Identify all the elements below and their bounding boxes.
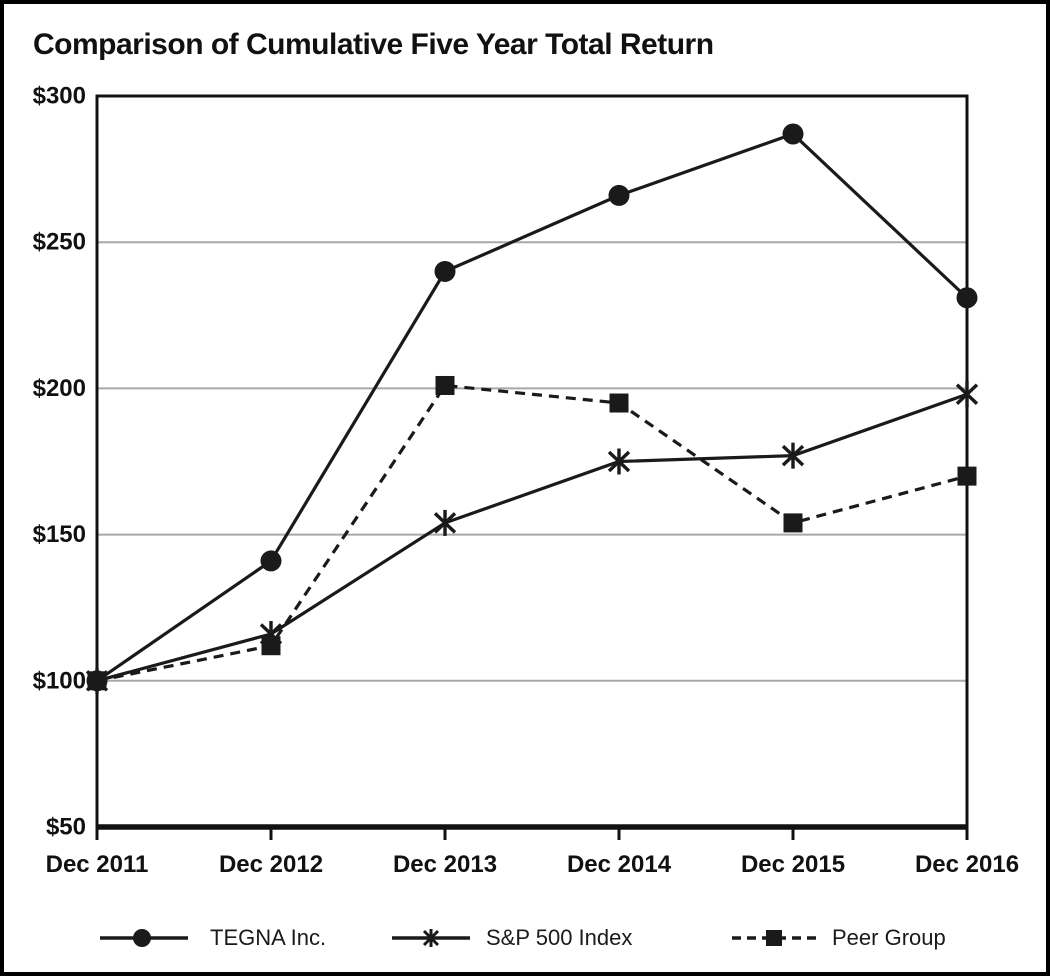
chart-title: Comparison of Cumulative Five Year Total…	[33, 28, 714, 61]
plot-border	[95, 94, 969, 829]
y-tick-label: $200	[33, 375, 86, 402]
legend-item-sp500: S&P 500 Index	[392, 920, 632, 956]
y-tick-label: $50	[46, 814, 86, 841]
legend-item-peer: Peer Group	[732, 920, 946, 956]
x-tick-label: Dec 2014	[567, 851, 672, 878]
data-point-square	[609, 393, 629, 413]
series-line-1	[96, 392, 968, 683]
x-tick-label: Dec 2012	[219, 851, 323, 878]
data-point-circle	[608, 184, 630, 206]
y-tick-label: $300	[33, 83, 86, 110]
series-line-2	[96, 383, 968, 683]
x-tick-label: Dec 2013	[393, 851, 497, 878]
data-point-square	[783, 513, 803, 533]
legend-item-tegna: TEGNA Inc.	[100, 920, 326, 956]
y-tick-label: $150	[33, 521, 86, 548]
series-line-0	[96, 132, 969, 683]
legend-label-peer: Peer Group	[832, 925, 946, 950]
x-tick-label: Dec 2015	[741, 851, 845, 878]
data-point-circle	[956, 287, 978, 309]
data-point-asterisk	[955, 381, 979, 408]
data-point-asterisk	[781, 442, 805, 469]
chart-legend: TEGNA Inc. S&P 500 Index Peer Group	[4, 920, 1046, 956]
x-tick-label: Dec 2011	[46, 851, 149, 878]
data-point-asterisk	[607, 448, 631, 475]
x-tick-label: Dec 2016	[915, 851, 1019, 878]
legend-label-tegna: TEGNA Inc.	[210, 925, 327, 950]
data-point-asterisk	[433, 509, 457, 536]
data-point-circle	[434, 260, 456, 282]
data-point-square	[957, 466, 977, 486]
legend-label-sp500: S&P 500 Index	[486, 925, 633, 950]
data-point-square	[435, 375, 455, 395]
data-point-circle	[260, 550, 282, 572]
y-tick-label: $100	[33, 667, 86, 694]
circle-marker-icon	[100, 929, 188, 947]
square-marker-icon	[732, 930, 816, 946]
line-chart-plot: $50 $100 $150 $200 $250 $300 Dec 2011 Dec 2012 D…	[33, 83, 1019, 879]
data-point-circle	[782, 123, 804, 145]
data-point-square	[261, 636, 281, 656]
y-tick-label: $250	[33, 229, 86, 256]
asterisk-marker-icon	[392, 929, 470, 947]
data-point-square	[87, 671, 107, 691]
